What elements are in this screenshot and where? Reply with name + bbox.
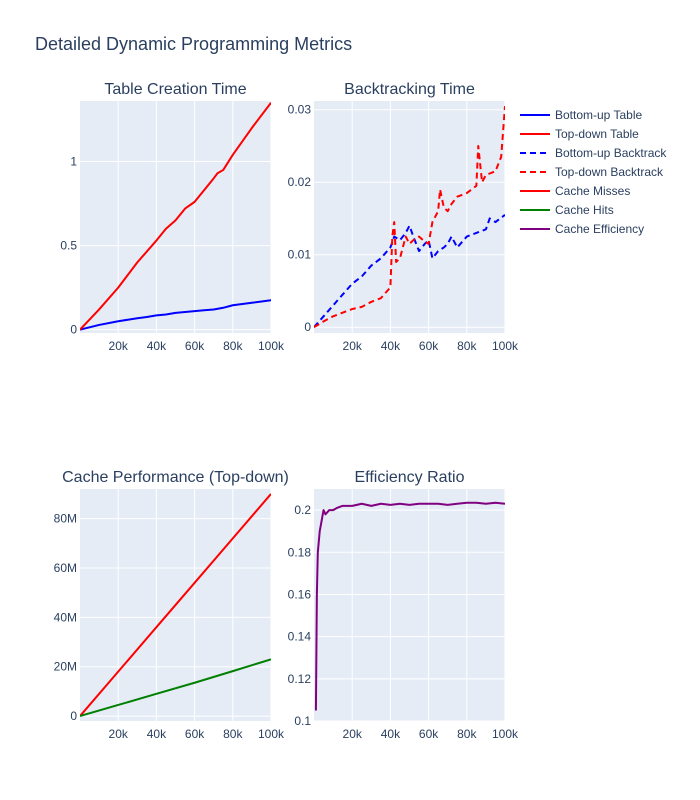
efficiency-ratio-y-tick-label: 0.2 bbox=[294, 503, 311, 517]
efficiency-ratio-y-tick-label: 0.14 bbox=[288, 630, 312, 644]
backtracking-time-series-bottom-up-backtrack bbox=[314, 214, 505, 328]
subplot-cache-performance: 20k 40k 60k 80k 100k 0 20M 40M 60M 80M Cache Perfo… bbox=[54, 469, 289, 741]
backtracking-time-y-tick-label: 0.03 bbox=[288, 103, 312, 117]
cache-performance-series-cache-hits bbox=[80, 658, 271, 718]
table-creation-time-y-tick-label: 0 bbox=[70, 323, 77, 337]
backtracking-time-x-tick-label: 40k bbox=[381, 339, 401, 353]
table-creation-time-y-tick-label: 0.5 bbox=[60, 239, 77, 253]
table-creation-time-y-tick-label: 1 bbox=[70, 155, 77, 169]
table-creation-time-x-tick-label: 40k bbox=[147, 339, 167, 353]
subplots: 20k 40k 60k 80k 100k 0 0.5 1 Table Creation Time… bbox=[54, 81, 519, 741]
table-creation-time-series-bottom-up-table bbox=[80, 299, 271, 331]
cache-performance-y-tick-label: 0 bbox=[70, 709, 77, 723]
efficiency-ratio-x-tick-label: 60k bbox=[419, 727, 439, 741]
backtracking-time-x-tick-label: 100k bbox=[492, 339, 519, 353]
legend-label-top-down-table: Top-down Table bbox=[555, 127, 639, 141]
subplot-backtracking-time: 20k 40k 60k 80k 100k 0 0.01 0.02 0.03 Backtrackin… bbox=[288, 81, 519, 353]
cache-performance-x-tick-label: 100k bbox=[258, 727, 285, 741]
subplot-efficiency-ratio: 20k 40k 60k 80k 100k 0.1 0.12 0.14 0.16 0.18 0.2 Ef… bbox=[288, 469, 519, 741]
efficiency-ratio-x-tick-label: 80k bbox=[457, 727, 477, 741]
backtracking-time-plot-area bbox=[314, 101, 505, 333]
cache-performance-y-tick-label: 20M bbox=[54, 660, 77, 674]
cache-performance-y-tick-label: 60M bbox=[54, 561, 77, 575]
backtracking-time-y-tick-label: 0.02 bbox=[288, 175, 312, 189]
efficiency-ratio-x-tick-label: 40k bbox=[381, 727, 401, 741]
legend-label-cache-misses: Cache Misses bbox=[555, 184, 630, 198]
table-creation-time-x-tick-label: 60k bbox=[185, 339, 205, 353]
cache-performance-x-tick-label: 20k bbox=[109, 727, 129, 741]
table-creation-time-title: Table Creation Time bbox=[104, 81, 246, 98]
efficiency-ratio-x-tick-label: 100k bbox=[492, 727, 519, 741]
efficiency-ratio-title: Efficiency Ratio bbox=[355, 469, 465, 486]
table-creation-time-x-tick-label: 100k bbox=[258, 339, 285, 353]
cache-performance-y-tick-label: 40M bbox=[54, 610, 77, 624]
legend-label-cache-hits: Cache Hits bbox=[555, 203, 614, 217]
efficiency-ratio-plot-area bbox=[314, 489, 505, 721]
backtracking-time-y-tick-label: 0 bbox=[304, 320, 311, 334]
efficiency-ratio-series-cache-efficiency bbox=[314, 501, 505, 711]
legend: Bottom-up Table Top-down Table Bottom-up B… bbox=[520, 108, 667, 236]
table-creation-time-x-tick-label: 20k bbox=[109, 339, 129, 353]
backtracking-time-x-tick-label: 60k bbox=[419, 339, 439, 353]
figure-title: Detailed Dynamic Programming Metrics bbox=[35, 34, 352, 54]
backtracking-time-x-tick-label: 20k bbox=[343, 339, 363, 353]
subplot-table-creation-time: 20k 40k 60k 80k 100k 0 0.5 1 Table Creation Time bbox=[60, 81, 285, 353]
legend-label-bottom-up-backtrack: Bottom-up Backtrack bbox=[555, 146, 667, 160]
efficiency-ratio-y-tick-label: 0.12 bbox=[288, 672, 312, 686]
cache-performance-series-cache-misses bbox=[80, 493, 271, 717]
legend-label-cache-efficiency: Cache Efficiency bbox=[555, 222, 644, 236]
backtracking-time-x-tick-label: 80k bbox=[457, 339, 477, 353]
efficiency-ratio-y-tick-label: 0.1 bbox=[294, 714, 311, 728]
table-creation-time-x-tick-label: 80k bbox=[223, 339, 243, 353]
backtracking-time-y-tick-label: 0.01 bbox=[288, 248, 312, 262]
efficiency-ratio-y-tick-label: 0.16 bbox=[288, 587, 312, 601]
cache-performance-title: Cache Performance (Top-down) bbox=[62, 469, 289, 486]
efficiency-ratio-y-tick-label: 0.18 bbox=[288, 545, 312, 559]
cache-performance-y-tick-label: 80M bbox=[54, 512, 77, 526]
legend-label-bottom-up-table: Bottom-up Table bbox=[555, 108, 642, 122]
cache-performance-x-tick-label: 60k bbox=[185, 727, 205, 741]
legend-label-top-down-backtrack: Top-down Backtrack bbox=[555, 165, 664, 179]
efficiency-ratio-x-tick-label: 20k bbox=[343, 727, 363, 741]
cache-performance-x-tick-label: 40k bbox=[147, 727, 167, 741]
table-creation-time-series-top-down-table bbox=[80, 102, 271, 331]
backtracking-time-series-top-down-backtrack bbox=[314, 105, 505, 329]
cache-performance-x-tick-label: 80k bbox=[223, 727, 243, 741]
backtracking-time-title: Backtracking Time bbox=[344, 81, 475, 98]
